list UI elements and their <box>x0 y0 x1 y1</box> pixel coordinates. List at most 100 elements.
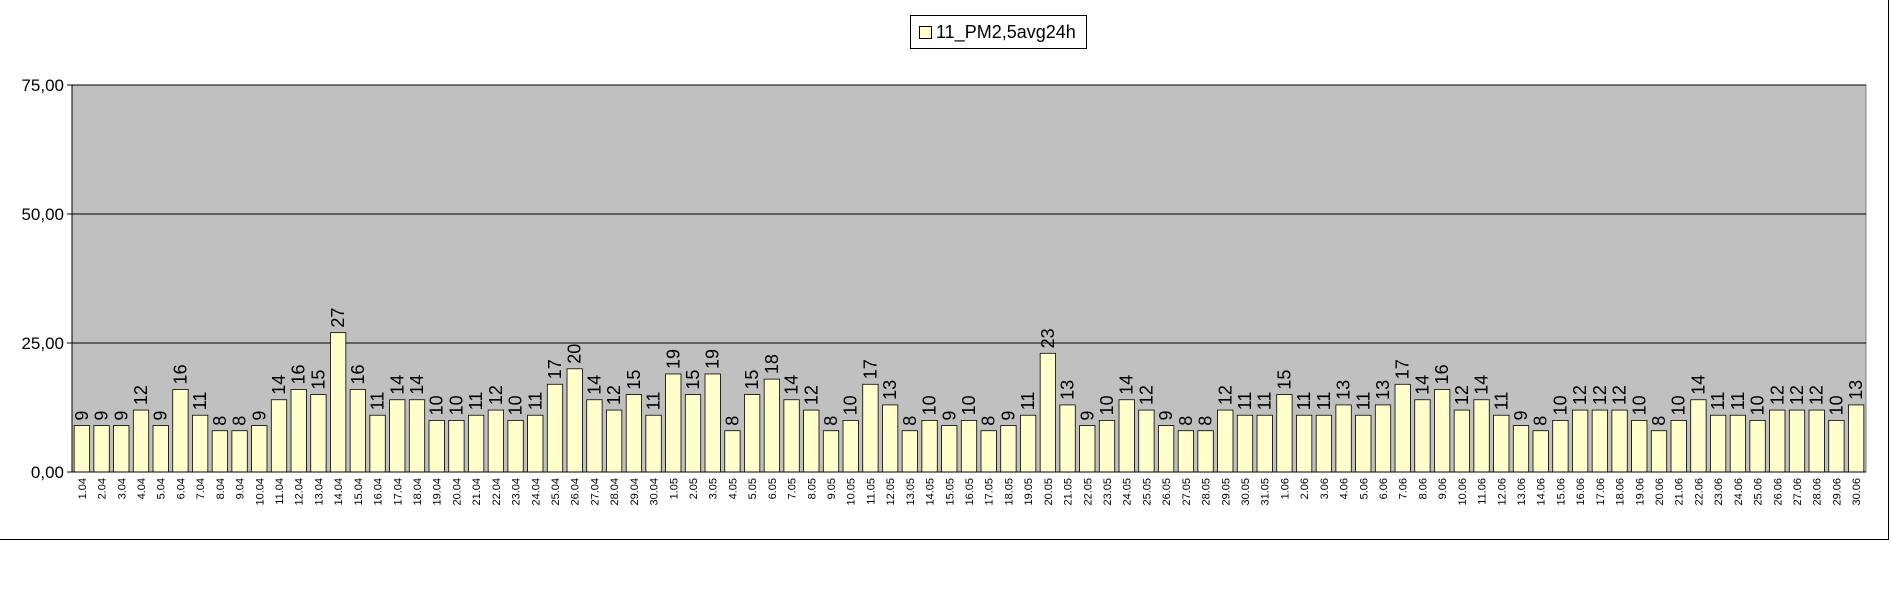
data-label: 12 <box>1136 385 1156 405</box>
data-label: 9 <box>92 411 112 421</box>
bar <box>270 399 288 473</box>
bar <box>1591 409 1608 473</box>
bar <box>1079 425 1096 473</box>
chart-frame <box>0 0 1889 540</box>
bar <box>1177 430 1194 473</box>
bar <box>1020 414 1037 473</box>
data-label: 10 <box>841 395 861 415</box>
x-tick-label: 25.05 <box>1141 478 1153 506</box>
x-tick-label: 29.05 <box>1220 478 1232 506</box>
y-tick-label: 50,00 <box>21 205 64 224</box>
x-tick-label: 11.05 <box>865 478 877 505</box>
x-tick-label: 8.04 <box>215 478 227 499</box>
bar <box>1788 409 1806 473</box>
bar <box>1098 419 1116 473</box>
x-tick-label: 31.05 <box>1260 478 1272 506</box>
x-tick-label: 24.05 <box>1122 478 1134 506</box>
data-label: 14 <box>1117 375 1137 395</box>
x-tick-label: 19.05 <box>1023 478 1035 506</box>
x-tick-label: 22.04 <box>491 478 503 506</box>
data-label: 11 <box>1353 392 1373 411</box>
data-label: 20 <box>565 344 585 364</box>
bar <box>901 430 918 473</box>
bar <box>763 378 780 473</box>
data-label: 8 <box>979 416 999 426</box>
bar <box>1355 414 1372 473</box>
x-tick-label: 27.06 <box>1792 478 1804 506</box>
x-tick-label: 14.04 <box>333 478 345 506</box>
x-tick-label: 20.04 <box>451 478 463 506</box>
data-label: 10 <box>506 395 526 415</box>
legend-label: 11_PM2,5avg24h <box>936 21 1076 42</box>
x-tick-label: 17.04 <box>392 478 404 506</box>
x-tick-label: 25.06 <box>1753 478 1765 506</box>
data-label: 8 <box>230 416 250 426</box>
x-tick-label: 19.06 <box>1634 478 1646 506</box>
data-label: 12 <box>486 385 506 405</box>
x-tick-label: 27.05 <box>1181 478 1193 506</box>
bar <box>1670 419 1687 473</box>
x-tick-label: 5.06 <box>1358 478 1370 499</box>
bar <box>1374 404 1392 473</box>
bar <box>586 399 603 473</box>
bar <box>73 425 90 473</box>
bar <box>408 399 426 473</box>
bar <box>1197 430 1214 473</box>
x-tick-label: 3.04 <box>116 478 128 499</box>
data-label: 13 <box>1846 380 1866 400</box>
data-label: 14 <box>782 375 802 395</box>
data-label: 12 <box>1807 385 1827 405</box>
data-label: 14 <box>407 375 427 395</box>
bar <box>1808 409 1825 473</box>
bar <box>1769 409 1786 473</box>
data-label: 10 <box>446 395 466 415</box>
data-label: 10 <box>1629 395 1649 415</box>
bar <box>468 414 485 473</box>
data-label: 15 <box>308 370 328 390</box>
x-tick-label: 22.06 <box>1693 478 1705 506</box>
bar <box>1256 414 1273 473</box>
x-tick-label: 14.06 <box>1536 478 1548 506</box>
bar <box>665 373 682 473</box>
bar <box>1453 409 1470 473</box>
x-tick-label: 2.06 <box>1299 478 1311 499</box>
data-label: 13 <box>1334 380 1354 400</box>
bar <box>1611 409 1628 473</box>
bar <box>349 389 366 473</box>
bar <box>842 419 859 473</box>
data-label: 11 <box>1491 392 1511 411</box>
x-tick-label: 12.05 <box>885 478 897 506</box>
x-tick-label: 4.04 <box>136 478 148 499</box>
bar <box>113 425 130 473</box>
bar <box>1118 399 1135 473</box>
x-tick-label: 26.06 <box>1772 478 1784 506</box>
bar <box>1493 414 1510 473</box>
data-label: 16 <box>348 364 368 384</box>
x-tick-label: 21.05 <box>1063 478 1075 506</box>
data-label: 15 <box>624 370 644 390</box>
bar <box>93 425 110 473</box>
x-tick-label: 2.05 <box>688 478 700 499</box>
x-tick-label: 1.05 <box>668 478 680 499</box>
data-label: 11 <box>644 392 664 411</box>
bar <box>684 394 702 473</box>
data-label: 15 <box>683 370 703 390</box>
bar <box>1749 419 1766 473</box>
bar <box>1729 414 1746 473</box>
x-tick-label: 28.06 <box>1812 478 1824 506</box>
data-label: 10 <box>1826 395 1846 415</box>
x-tick-label: 17.05 <box>984 478 996 506</box>
bar <box>645 414 662 473</box>
data-label: 9 <box>1156 411 1176 421</box>
data-label: 18 <box>762 354 782 374</box>
bar <box>152 425 169 473</box>
x-tick-label: 7.04 <box>195 478 207 499</box>
bar <box>1650 430 1668 473</box>
bar <box>1710 414 1727 473</box>
y-tick-label: 75,00 <box>21 76 64 95</box>
bar <box>1296 414 1313 473</box>
bar <box>1473 399 1490 473</box>
data-label: 14 <box>584 375 604 395</box>
data-label: 10 <box>959 395 979 415</box>
y-tick-label: 0,00 <box>31 463 64 482</box>
